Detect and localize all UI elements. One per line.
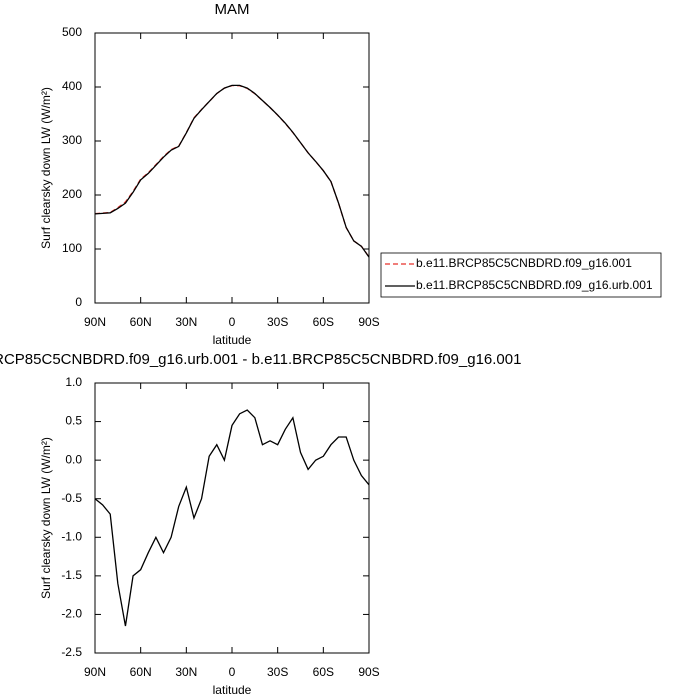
y-axis-label: Surf clearsky down LW (W/m²) <box>39 437 53 599</box>
y-tick-label: -0.5 <box>61 491 82 505</box>
x-axis-label: latitude <box>213 683 252 697</box>
y-axis-label: Surf clearsky down LW (W/m²) <box>39 87 53 249</box>
x-tick-label: 0 <box>229 315 236 329</box>
legend-box <box>380 252 662 298</box>
x-axis-label: latitude <box>213 333 252 347</box>
x-tick-label: 90S <box>358 665 379 679</box>
y-tick-label: 300 <box>62 133 82 147</box>
chart-title: b.e11.BRCP85C5CNBDRD.f09_g16.urb.001 - b… <box>0 351 521 368</box>
y-tick-label: 1.0 <box>65 375 82 389</box>
y-tick-label: 500 <box>62 25 82 39</box>
data-line <box>94 84 370 258</box>
x-tick-label: 30S <box>267 665 288 679</box>
x-tick-label: 90N <box>84 665 106 679</box>
y-tick-label: -1.0 <box>61 529 82 543</box>
legend-label: b.e11.BRCP85C5CNBDRD.f09_g16.urb.001 <box>416 278 653 292</box>
y-tick-label: 0.0 <box>65 452 82 466</box>
y-tick-label: 100 <box>62 241 82 255</box>
x-tick-label: 30N <box>175 315 197 329</box>
x-tick-label: 60N <box>130 315 152 329</box>
y-tick-label: -1.5 <box>61 568 82 582</box>
plot-frame <box>94 382 370 654</box>
plot-frame <box>94 32 370 304</box>
x-tick-label: 30N <box>175 665 197 679</box>
y-tick-label: 400 <box>62 79 82 93</box>
x-tick-label: 90N <box>84 315 106 329</box>
y-tick-label: -2.0 <box>61 607 82 621</box>
x-tick-label: 0 <box>229 665 236 679</box>
data-line <box>94 84 370 258</box>
y-tick-label: 0.5 <box>65 414 82 428</box>
x-tick-label: 60S <box>313 665 334 679</box>
chart-title: MAM <box>215 1 250 18</box>
data-line <box>94 409 370 627</box>
x-tick-label: 60N <box>130 665 152 679</box>
y-tick-label: 0 <box>75 295 82 309</box>
y-tick-label: 200 <box>62 187 82 201</box>
x-tick-label: 90S <box>358 315 379 329</box>
y-tick-label: -2.5 <box>61 645 82 659</box>
x-tick-label: 30S <box>267 315 288 329</box>
legend-label: b.e11.BRCP85C5CNBDRD.f09_g16.001 <box>416 256 632 270</box>
x-tick-label: 60S <box>313 315 334 329</box>
